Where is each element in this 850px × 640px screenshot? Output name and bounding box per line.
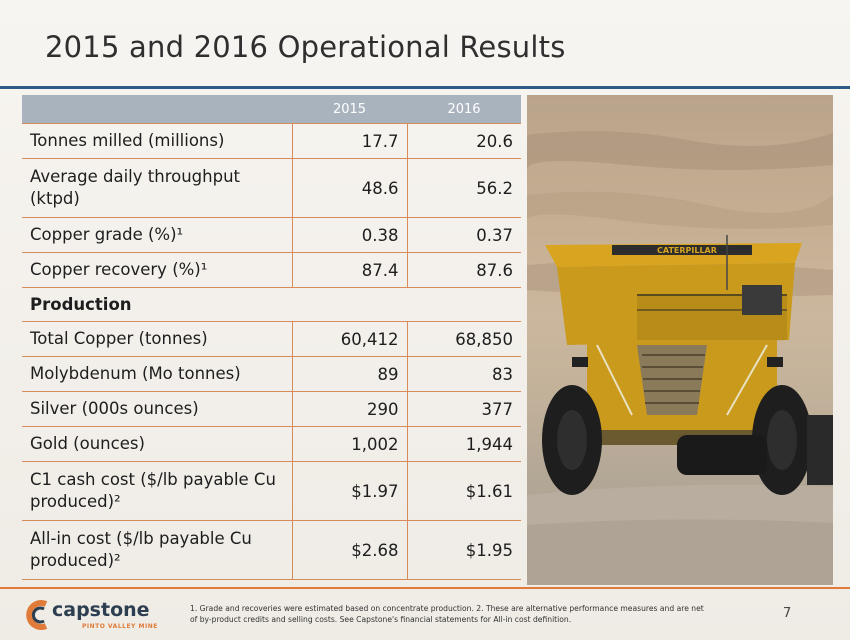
table-row: Tonnes milled (millions) 17.7 20.6 <box>22 123 521 159</box>
table-row: Silver (000s ounces) 290 377 <box>22 391 521 427</box>
value-2015: 290 <box>291 391 407 427</box>
value-2015: 60,412 <box>291 321 407 357</box>
page-number: 7 <box>783 606 792 621</box>
row-label: Tonnes milled (millions) <box>22 123 292 159</box>
value-2015: 17.7 <box>291 123 407 159</box>
value-2015: 87.4 <box>291 252 407 288</box>
table-row: All-in cost ($/lb payable Cu produced)² … <box>22 520 521 580</box>
haul-truck-illustration: CATERPILLAR <box>527 131 833 585</box>
header-2015: 2015 <box>292 95 407 124</box>
value-2016: $1.95 <box>406 520 521 580</box>
header-blank-cell <box>22 95 292 124</box>
value-2016: 68,850 <box>406 321 521 357</box>
row-label: Copper grade (%)¹ <box>22 217 292 253</box>
row-label: Copper recovery (%)¹ <box>22 252 292 288</box>
value-2016: 20.6 <box>406 123 521 159</box>
value-2016: 87.6 <box>406 252 521 288</box>
row-label: Average daily throughput (ktpd) <box>22 158 292 218</box>
table-row: Total Copper (tonnes) 60,412 68,850 <box>22 321 521 357</box>
mine-haul-truck-photo: CATERPILLAR <box>527 95 833 585</box>
value-2016: 0.37 <box>406 217 521 253</box>
value-2015: 1,002 <box>291 426 407 462</box>
capstone-c-mark-icon <box>26 600 48 630</box>
row-label: Molybdenum (Mo tonnes) <box>22 356 292 392</box>
footnote: 1. Grade and recoveries were estimated b… <box>190 604 704 624</box>
value-2016: $1.61 <box>406 461 521 521</box>
table-row: Copper recovery (%)¹ 87.4 87.6 <box>22 252 521 288</box>
value-2016: 377 <box>406 391 521 427</box>
value-2015: 0.38 <box>291 217 407 253</box>
footer-rule <box>0 587 850 589</box>
row-label: All-in cost ($/lb payable Cu produced)² <box>22 520 292 580</box>
value-2015: $2.68 <box>291 520 407 580</box>
table-row: Copper grade (%)¹ 0.38 0.37 <box>22 217 521 253</box>
row-label: Silver (000s ounces) <box>22 391 292 427</box>
section-label: Production <box>22 287 521 322</box>
table-header-row: 2015 2016 <box>22 95 521 124</box>
row-label: Total Copper (tonnes) <box>22 321 292 357</box>
truck-brand-text: CATERPILLAR <box>657 246 717 255</box>
value-2015: 89 <box>291 356 407 392</box>
value-2016: 1,944 <box>406 426 521 462</box>
row-label: Gold (ounces) <box>22 426 292 462</box>
value-2016: 83 <box>406 356 521 392</box>
logo-wordmark: capstone <box>52 599 150 621</box>
table-row: Molybdenum (Mo tonnes) 89 83 <box>22 356 521 392</box>
value-2015: $1.97 <box>291 461 407 521</box>
operational-results-table: 2015 2016 Tonnes milled (millions) 17.7 … <box>22 95 521 580</box>
logo-subtitle: PINTO VALLEY MINE <box>82 623 158 630</box>
table-row: C1 cash cost ($/lb payable Cu produced)²… <box>22 461 521 521</box>
value-2015: 48.6 <box>291 158 407 218</box>
slide-title: 2015 and 2016 Operational Results <box>45 30 566 64</box>
capstone-logo: capstone PINTO VALLEY MINE <box>22 598 162 634</box>
header-2016: 2016 <box>407 95 521 124</box>
table-row: Average daily throughput (ktpd) 48.6 56.… <box>22 158 521 218</box>
title-rule <box>0 86 850 89</box>
table-row: Gold (ounces) 1,002 1,944 <box>22 426 521 462</box>
value-2016: 56.2 <box>406 158 521 218</box>
section-row-production: Production <box>22 287 521 322</box>
row-label: C1 cash cost ($/lb payable Cu produced)² <box>22 461 292 521</box>
